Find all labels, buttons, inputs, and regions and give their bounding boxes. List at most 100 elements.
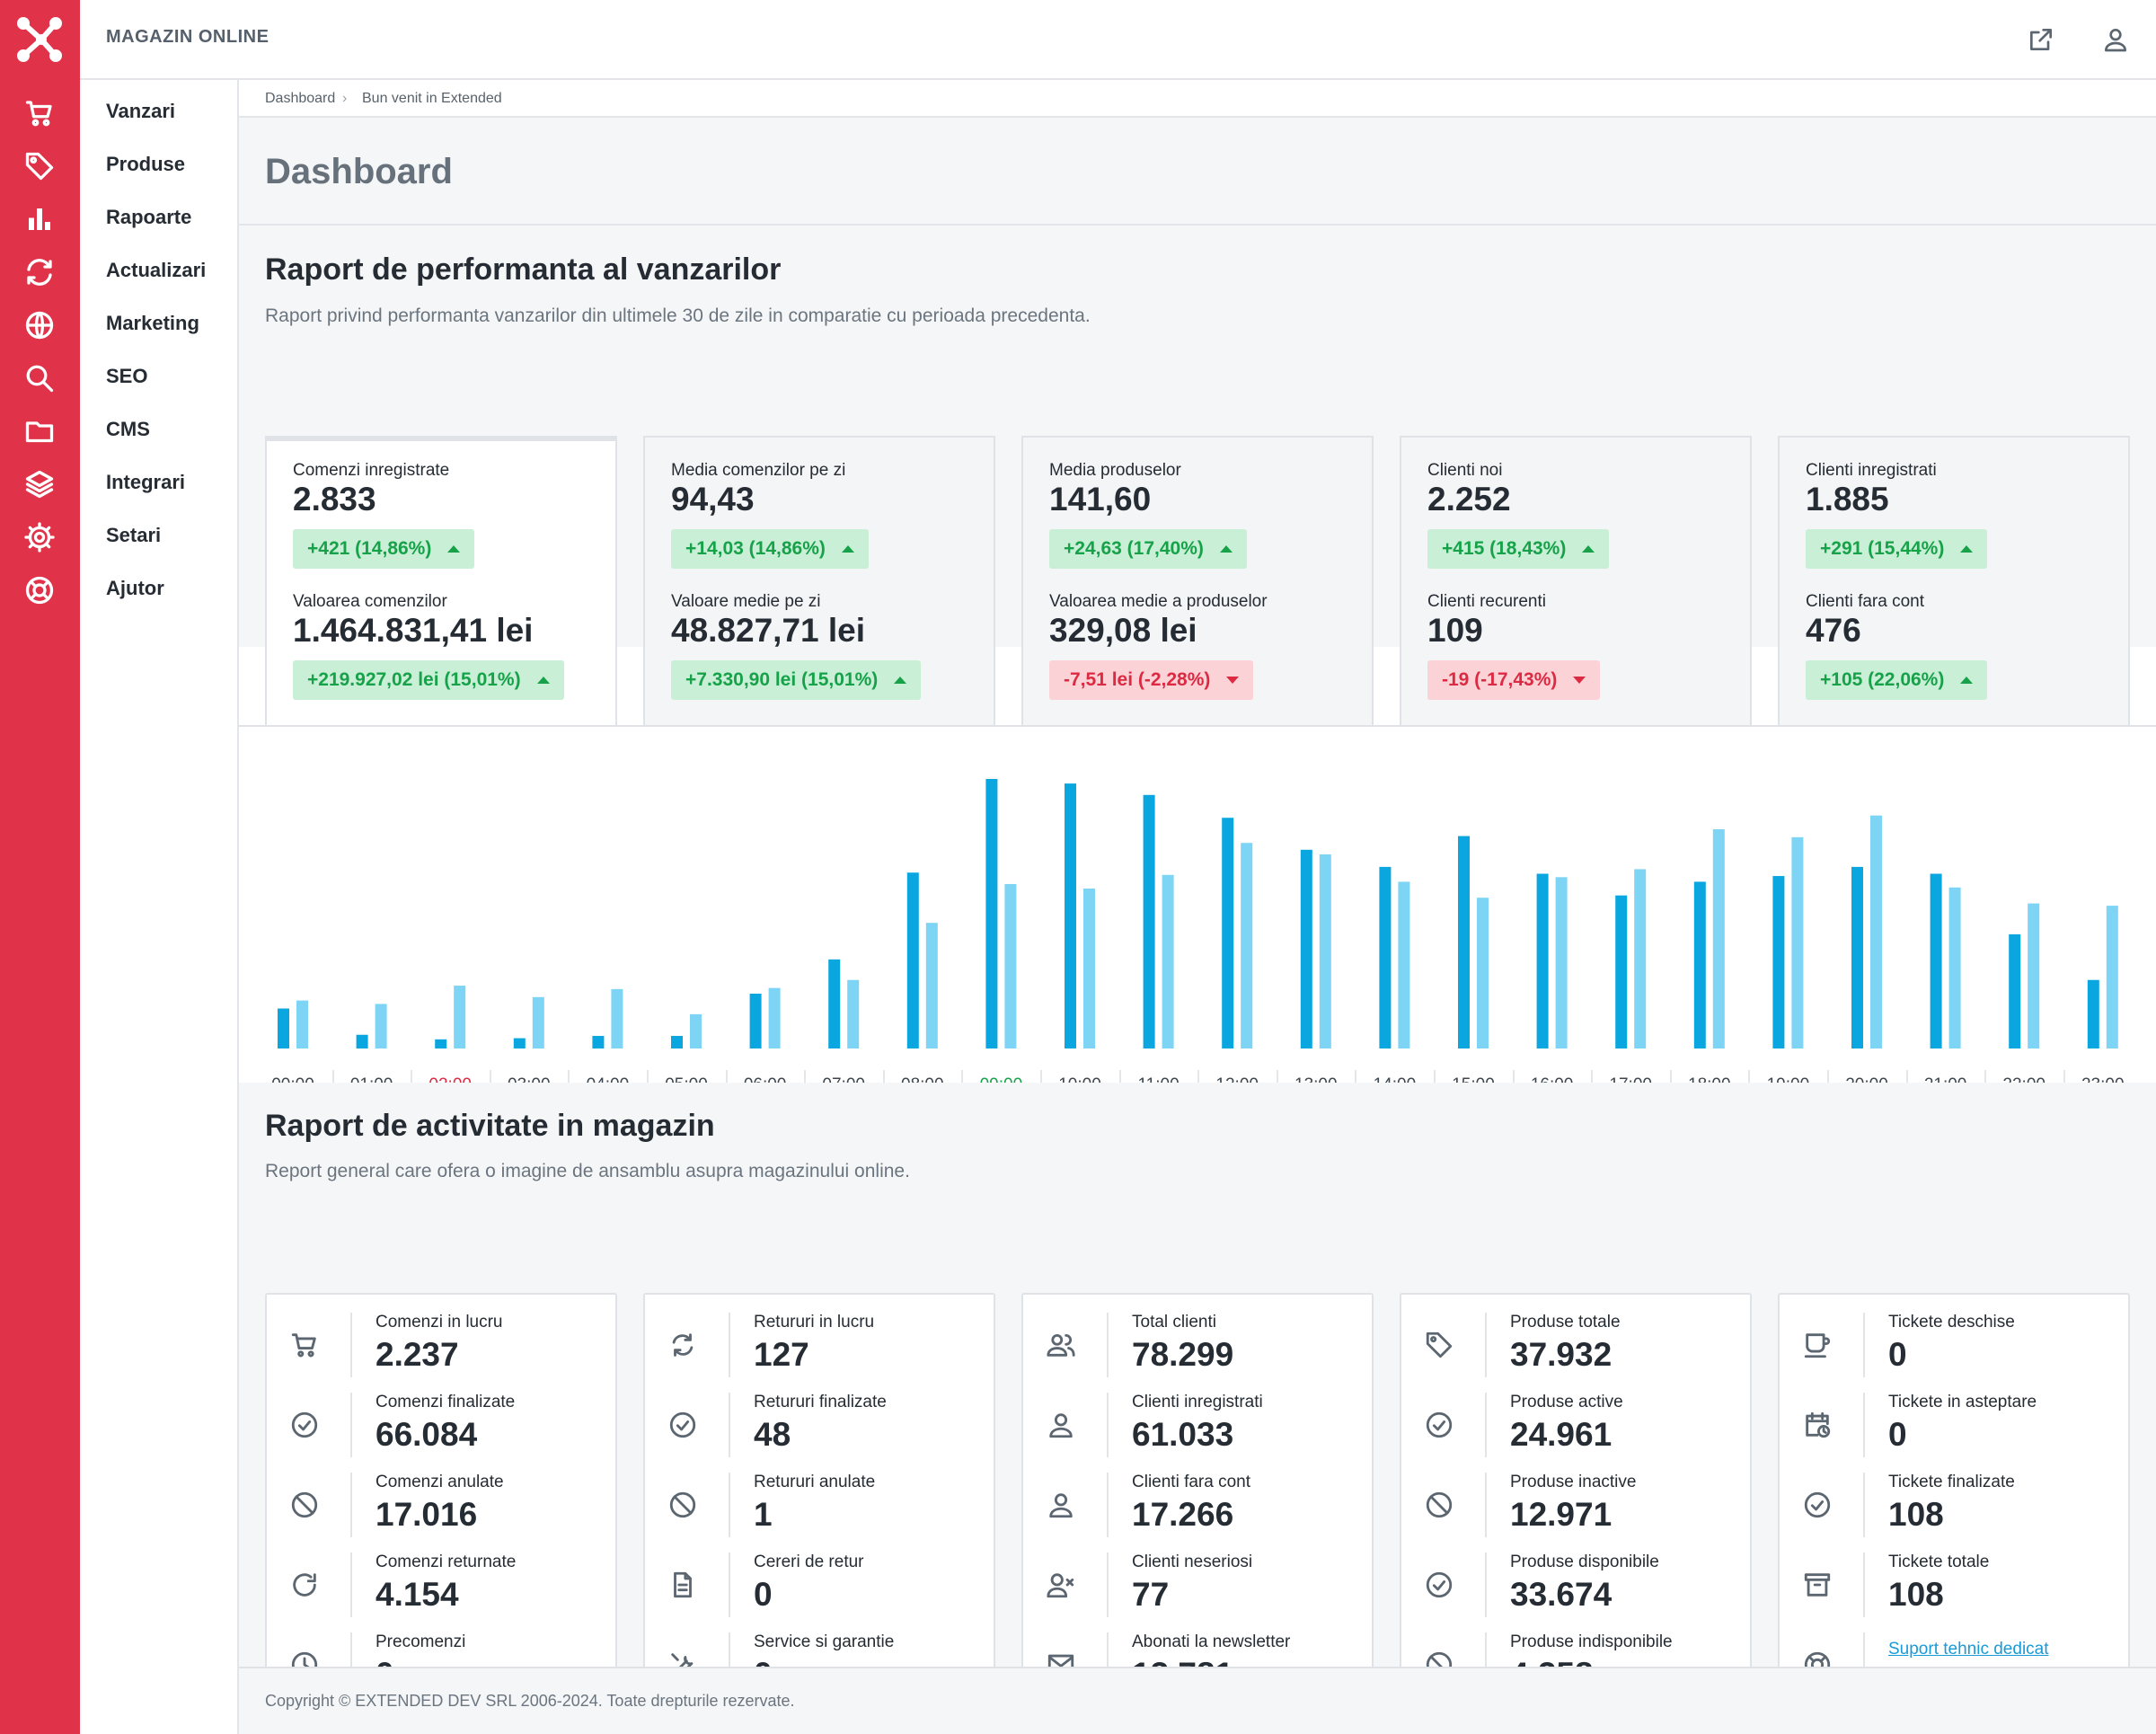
kpi-card[interactable]: Clienti inregistrati 1.885 +291 (15,44%) Cl… — [1778, 436, 2130, 727]
nav-item-cms[interactable]: CMS — [106, 418, 150, 440]
rail-bar-chart-icon[interactable] — [20, 199, 59, 239]
activity-row[interactable]: Produse active 24.961 — [1401, 1387, 1754, 1466]
chart-bar-current[interactable] — [1851, 866, 1863, 1048]
nav-item-marketing[interactable]: Marketing — [106, 312, 199, 334]
nav-item-seo[interactable]: SEO — [106, 365, 148, 387]
kpi-card[interactable]: Media produselor 141,60 +24,63 (17,40%) Val… — [1021, 436, 1374, 727]
chart-bar-previous[interactable] — [690, 1013, 702, 1048]
chart-bar-previous[interactable] — [1398, 881, 1410, 1048]
activity-row[interactable]: Comenzi finalizate 66.084 — [267, 1387, 619, 1466]
delta-value: +105 (22,06%) — [1820, 669, 1945, 690]
chart-bar-previous[interactable] — [611, 988, 623, 1048]
kpi-value: 2.833 — [293, 481, 376, 518]
chart-bar-current[interactable] — [1693, 881, 1706, 1048]
nav-item-ajutor[interactable]: Ajutor — [106, 577, 164, 599]
user-account-icon[interactable] — [2098, 22, 2134, 58]
chart-bar-previous[interactable] — [2028, 903, 2040, 1048]
activity-row[interactable]: Tickete in asteptare 0 — [1780, 1387, 2132, 1466]
chart-bar-previous[interactable] — [1083, 889, 1095, 1048]
chart-bar-current[interactable] — [671, 1036, 683, 1048]
activity-row[interactable]: Comenzi returnate 4.154 — [267, 1547, 619, 1626]
chart-bar-current[interactable] — [2087, 979, 2099, 1048]
chart-bar-previous[interactable] — [1162, 874, 1174, 1048]
chart-bar-current[interactable] — [1143, 794, 1155, 1048]
nav-item-setari[interactable]: Setari — [106, 524, 162, 546]
activity-row[interactable]: Comenzi in lucru 2.237 — [267, 1307, 619, 1386]
rail-settings-icon[interactable] — [20, 518, 59, 557]
chart-bar-previous[interactable] — [1241, 843, 1253, 1048]
chart-bar-current[interactable] — [513, 1038, 526, 1048]
activity-row[interactable]: Produse disponibile 33.674 — [1401, 1547, 1754, 1626]
chart-bar-previous[interactable] — [925, 923, 938, 1048]
nav-item-rapoarte[interactable]: Rapoarte — [106, 206, 192, 228]
rail-cart-icon[interactable] — [20, 93, 59, 133]
chart-bar-previous[interactable] — [1004, 883, 1017, 1048]
chart-bar-previous[interactable] — [1791, 836, 1804, 1048]
activity-row[interactable]: Cereri de retur 0 — [645, 1547, 997, 1626]
chart-bar-current[interactable] — [1300, 849, 1312, 1048]
chart-bar-current[interactable] — [356, 1034, 368, 1048]
nav-item-vanzari[interactable]: Vanzari — [106, 100, 176, 122]
chart-bar-previous[interactable] — [2106, 906, 2118, 1048]
activity-row[interactable]: Retururi anulate 1 — [645, 1467, 997, 1546]
kpi-card[interactable]: Clienti noi 2.252 +415 (18,43%) Clienti rec… — [1400, 436, 1752, 727]
chart-bar-current[interactable] — [1222, 818, 1234, 1048]
rail-globe-icon[interactable] — [20, 305, 59, 345]
rail-sync-icon[interactable] — [20, 252, 59, 292]
activity-row[interactable]: Retururi in lucru 127 — [645, 1307, 997, 1386]
chart-bar-current[interactable] — [435, 1039, 447, 1048]
chart-bar-current[interactable] — [278, 1008, 289, 1048]
nav-item-produse[interactable]: Produse — [106, 153, 186, 175]
activity-row[interactable]: Produse inactive 12.971 — [1401, 1467, 1754, 1546]
activity-row[interactable]: Tickete finalizate 108 — [1780, 1467, 2132, 1546]
activity-row[interactable]: Clienti fara cont 17.266 — [1023, 1467, 1375, 1546]
chart-bar-current[interactable] — [1536, 873, 1549, 1048]
activity-row[interactable]: Clienti neseriosi 77 — [1023, 1547, 1375, 1626]
kpi-card[interactable]: Comenzi inregistrate 2.833 +421 (14,86%) Va… — [265, 436, 617, 727]
chart-bar-current[interactable] — [592, 1036, 605, 1048]
chart-bar-current[interactable] — [906, 872, 919, 1048]
chart-bar-previous[interactable] — [1634, 869, 1647, 1048]
chart-bar-current[interactable] — [828, 959, 841, 1048]
rail-lifebuoy-icon[interactable] — [20, 571, 59, 610]
rail-layers-icon[interactable] — [20, 464, 59, 504]
activity-row[interactable]: Total clienti 78.299 — [1023, 1307, 1375, 1386]
chart-bar-current[interactable] — [1772, 876, 1785, 1048]
external-link-icon[interactable] — [2023, 22, 2059, 58]
nav-item-actualizari[interactable]: Actualizari — [106, 259, 207, 281]
chart-bar-current[interactable] — [1930, 873, 1942, 1048]
chart-bar-previous[interactable] — [1477, 898, 1489, 1048]
activity-row[interactable]: Retururi finalizate 48 — [645, 1387, 997, 1466]
activity-row[interactable]: Comenzi anulate 17.016 — [267, 1467, 619, 1546]
chart-bar-previous[interactable] — [768, 987, 781, 1048]
chart-bar-previous[interactable] — [454, 986, 466, 1048]
activity-row[interactable]: Clienti inregistrati 61.033 — [1023, 1387, 1375, 1466]
chart-bar-current[interactable] — [985, 779, 998, 1048]
chart-bar-previous[interactable] — [1870, 815, 1882, 1048]
activity-row[interactable]: Tickete deschise 0 — [1780, 1307, 2132, 1386]
kpi-card[interactable]: Media comenzilor pe zi 94,43 +14,03 (14,86… — [643, 436, 995, 727]
activity-row[interactable]: Tickete totale 108 — [1780, 1547, 2132, 1626]
chart-bar-previous[interactable] — [1948, 887, 1961, 1048]
chart-bar-current[interactable] — [1065, 783, 1076, 1048]
chart-bar-previous[interactable] — [847, 979, 860, 1048]
chart-bar-current[interactable] — [1615, 895, 1628, 1048]
nav-item-integrari[interactable]: Integrari — [106, 471, 186, 493]
chart-bar-previous[interactable] — [532, 996, 544, 1048]
activity-row[interactable]: Produse totale 37.932 — [1401, 1307, 1754, 1386]
chart-bar-previous[interactable] — [1555, 877, 1568, 1048]
support-link[interactable]: Suport tehnic dedicat — [1888, 1640, 2049, 1659]
chart-bar-previous[interactable] — [375, 1004, 387, 1048]
chart-bar-current[interactable] — [2009, 933, 2021, 1048]
chart-bar-previous[interactable] — [296, 1000, 308, 1048]
chart-bar-current[interactable] — [1379, 866, 1392, 1048]
rail-folder-icon[interactable] — [20, 411, 59, 451]
chart-bar-current[interactable] — [1458, 836, 1470, 1048]
rail-tag-icon[interactable] — [20, 146, 59, 186]
chart-bar-previous[interactable] — [1712, 828, 1725, 1048]
breadcrumb-home[interactable]: Dashboard — [265, 91, 336, 106]
rail-search-icon[interactable] — [20, 358, 59, 398]
chart-bar-previous[interactable] — [1319, 854, 1331, 1048]
chart-bar-current[interactable] — [749, 993, 762, 1048]
logo-icon[interactable] — [14, 14, 65, 65]
